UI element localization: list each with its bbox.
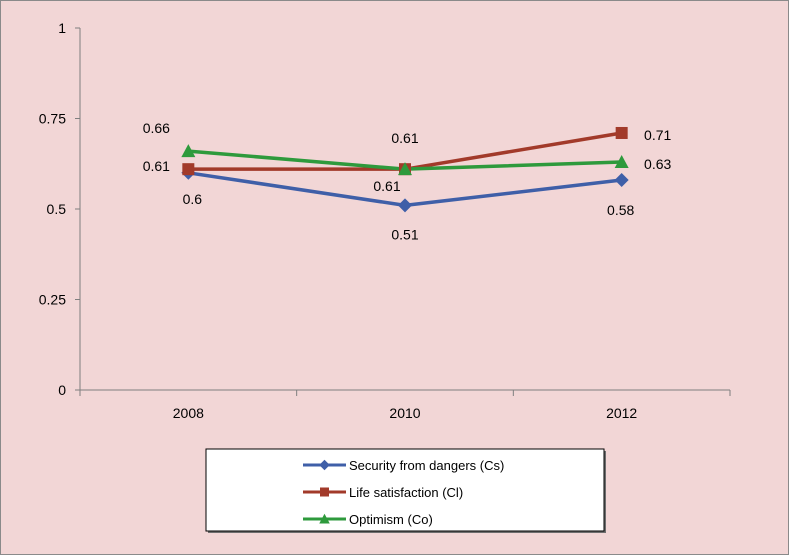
legend-square-icon [320,487,329,497]
square-marker [615,126,628,139]
data-label: 0.71 [644,127,671,143]
data-label: 0.66 [143,120,170,136]
axes [75,27,731,396]
data-label: 0.51 [391,226,418,242]
legend-label: Security from dangers (Cs) [349,458,504,473]
y-tick-label: 0.25 [39,292,66,308]
y-tick-label: 0.75 [39,111,66,127]
data-label: 0.63 [644,156,671,172]
square-marker [182,163,195,176]
diamond-marker [398,198,412,213]
legend-triangle-icon [319,513,330,524]
data-label: 0.61 [373,178,400,194]
legend: Security from dangers (Cs) Life satisfact… [205,448,606,533]
y-tick-label: 0.5 [47,201,67,217]
y-tick-label: 1 [58,20,66,36]
data-label: 0.58 [607,202,634,218]
diamond-marker [614,173,629,188]
data-labels: 0.6 0.51 0.58 0.61 0.61 0.71 0.66 0.61 0.63 [143,120,672,242]
legend-label: Optimism (Co) [349,512,433,527]
triangle-marker [181,144,196,158]
x-tick-label: 2008 [173,405,204,421]
legend-label: Life satisfaction (Cl) [349,485,463,500]
triangle-marker [614,154,629,168]
tick-labels: 0 0.25 0.5 0.75 1 2008 2010 2012 [39,20,638,421]
triangle-marker [398,162,412,176]
data-label: 0.6 [183,191,203,207]
y-tick-label: 0 [58,382,66,398]
x-tick-label: 2010 [389,405,420,421]
legend-box [205,448,605,532]
series-markers [181,126,629,213]
data-label: 0.61 [143,158,170,174]
data-label: 0.61 [391,130,418,146]
legend-diamond-icon [319,459,330,471]
x-tick-label: 2012 [606,405,637,421]
